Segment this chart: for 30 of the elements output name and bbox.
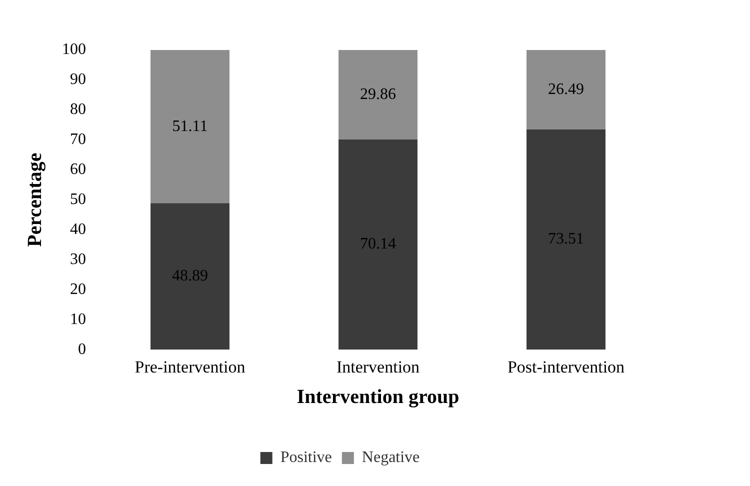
legend-label: Positive: [280, 449, 332, 466]
y-tick-label: 30: [70, 250, 86, 268]
data-label: 51.11: [172, 118, 208, 135]
x-axis-title: Intervention group: [296, 386, 460, 408]
legend-label: Negative: [362, 449, 420, 466]
x-tick-label: Pre-intervention: [134, 357, 246, 376]
y-tick-label: 80: [70, 101, 86, 118]
y-tick-label: 0: [78, 340, 86, 358]
bar: [150, 203, 230, 350]
y-tick-label: 60: [70, 161, 86, 178]
data-label: 73.51: [548, 230, 584, 248]
y-tick-label: 50: [70, 191, 86, 208]
y-tick-label: 20: [70, 280, 86, 298]
y-tick-label: 10: [70, 310, 86, 328]
data-label: 29.86: [360, 86, 396, 103]
y-tick-label: 40: [70, 220, 86, 238]
y-tick-label: 70: [70, 131, 86, 148]
y-tick-label: 90: [70, 71, 86, 88]
x-tick-label: Intervention: [336, 357, 420, 376]
y-tick-label: 100: [62, 41, 86, 58]
data-label: 26.49: [548, 80, 584, 98]
x-tick-label: Post-intervention: [507, 357, 626, 376]
data-label: 48.89: [172, 268, 208, 285]
bar: [526, 50, 606, 130]
bar: [526, 129, 606, 350]
data-label: 70.14: [360, 236, 396, 253]
bar: [150, 50, 230, 204]
y-axis-title: Percentage: [24, 152, 46, 247]
bar: [338, 50, 418, 140]
bar: [338, 139, 418, 350]
